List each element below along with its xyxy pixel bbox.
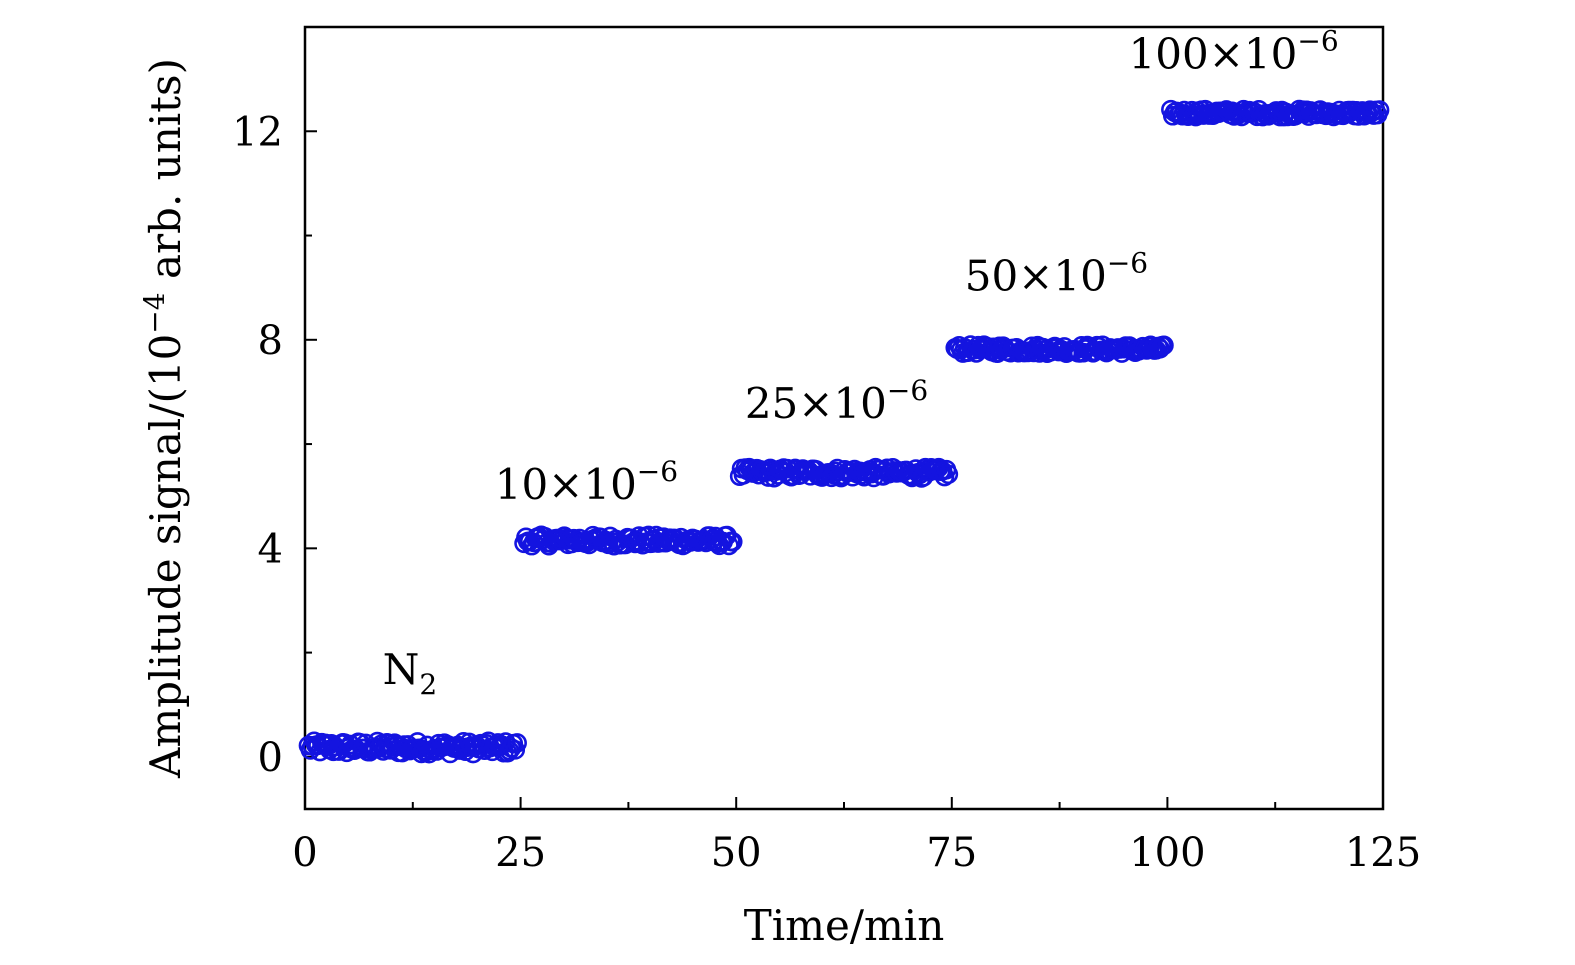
- x-tick-label: 75: [926, 830, 977, 876]
- data-point: [1369, 100, 1390, 120]
- segment-label: 50×10−6: [965, 246, 1148, 300]
- segment-label-superscript: −6: [1297, 25, 1338, 58]
- data-points: [298, 99, 1390, 764]
- y-tick-label: 4: [258, 526, 283, 572]
- segment-label-base: 25×10: [745, 379, 887, 428]
- segment-label: N2: [383, 645, 438, 701]
- x-tick-label: 50: [711, 830, 762, 876]
- x-tick-label: 25: [495, 830, 546, 876]
- y-axis-title-suffix: arb. units): [141, 58, 190, 292]
- y-axis-title-exp: −4: [138, 292, 171, 333]
- x-tick-label: 0: [292, 830, 317, 876]
- segment-label-base: N: [383, 645, 420, 694]
- data-point: [938, 464, 959, 485]
- segment-label: 25×10−6: [745, 374, 928, 428]
- tick-labels: 0 25 50 75 100 125 0 4 8 12: [232, 109, 1421, 876]
- segment-label-superscript: −6: [637, 455, 678, 488]
- x-axis-title: Time/min: [744, 901, 945, 950]
- segment-label-superscript: −6: [887, 374, 928, 407]
- segment-label-subscript: 2: [419, 668, 437, 701]
- y-axis-title-prefix: Amplitude signal/(10: [141, 334, 190, 779]
- segment-label: 100×10−6: [1129, 25, 1339, 79]
- y-tick-label: 0: [258, 735, 283, 781]
- segment-label: 10×10−6: [495, 455, 678, 509]
- y-tick-label: 12: [232, 109, 283, 155]
- y-axis-title: Amplitude signal/(10−4 arb. units): [138, 58, 190, 779]
- data-point: [722, 531, 743, 552]
- segment-label-superscript: −6: [1107, 246, 1148, 279]
- x-tick-label: 100: [1129, 830, 1205, 876]
- segment-label-base: 50×10: [965, 251, 1107, 300]
- y-tick-label: 8: [258, 318, 283, 364]
- segment-label-base: 10×10: [495, 460, 637, 509]
- x-tick-label: 125: [1345, 830, 1421, 876]
- data-point: [507, 733, 527, 753]
- data-point: [1154, 335, 1174, 356]
- segment-label-base: 100×10: [1129, 30, 1298, 79]
